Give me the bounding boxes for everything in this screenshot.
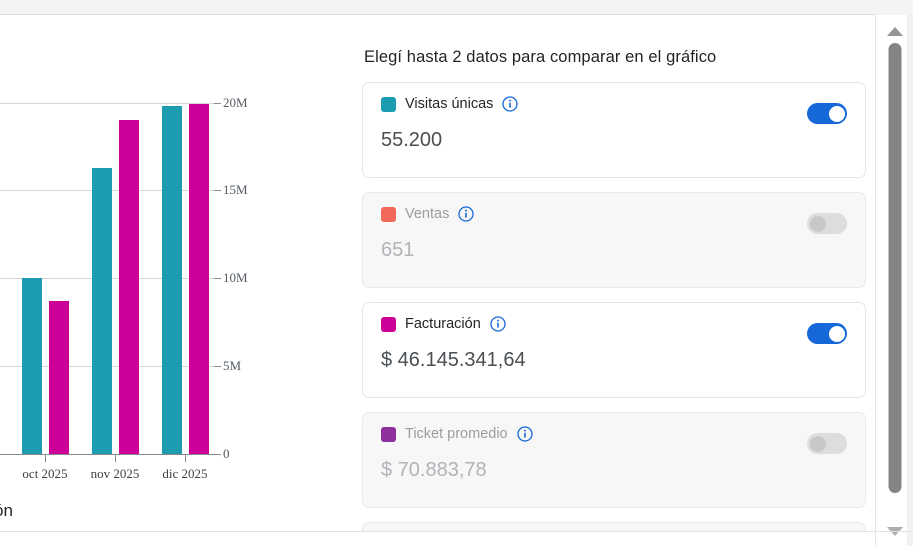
metric-value: 651 xyxy=(381,239,415,261)
bar-visitas-únicas[interactable] xyxy=(91,167,112,454)
y-axis-tick-label: 15M xyxy=(223,182,248,198)
series-color-swatch xyxy=(381,206,396,222)
y-axis-tick-label: 20M xyxy=(223,94,248,110)
scrollbar-thumb[interactable] xyxy=(888,43,901,493)
x-axis-tick xyxy=(45,455,46,462)
bar-facturación[interactable] xyxy=(188,104,209,454)
x-axis-label: dic 2025 xyxy=(162,466,208,481)
gridline xyxy=(0,102,215,104)
page-top-strip-right xyxy=(875,0,913,15)
x-axis-label: nov 2025 xyxy=(90,466,140,481)
x-axis-line xyxy=(0,454,220,455)
toggle-knob xyxy=(828,105,845,122)
panel-title: Elegí hasta 2 datos para comparar en el … xyxy=(364,48,717,66)
metric-label: Ticket promedio xyxy=(405,426,508,442)
bar-visitas-únicas[interactable] xyxy=(21,278,42,454)
metric-label: Facturación xyxy=(405,316,481,332)
metric-card-1[interactable]: Visitas únicas 55.200 xyxy=(362,82,866,178)
toggle-knob xyxy=(828,325,845,342)
y-axis-tick xyxy=(214,190,221,192)
metric-card-4[interactable]: Ticket promedio $ 70.883,78 xyxy=(362,412,866,508)
metric-card-5[interactable]: Conversión del sitio xyxy=(362,522,866,531)
info-icon[interactable] xyxy=(502,96,519,112)
y-axis-tick xyxy=(214,102,221,104)
metric-card-3[interactable]: Facturación $ 46.145.341,64 xyxy=(362,302,866,398)
metric-label: Ventas xyxy=(405,206,450,222)
metric-label: Visitas únicas xyxy=(405,96,494,112)
series-color-swatch xyxy=(381,96,396,112)
metric-card-2[interactable]: Ventas 651 xyxy=(362,192,866,288)
toggle-knob xyxy=(809,435,826,452)
scrollbar-track[interactable] xyxy=(907,15,913,546)
info-icon[interactable] xyxy=(516,426,533,442)
info-icon[interactable] xyxy=(458,206,474,222)
metric-value: 55.200 xyxy=(381,129,443,151)
metric-toggle[interactable] xyxy=(807,213,847,234)
metric-value: $ 70.883,78 xyxy=(381,459,487,481)
metric-card-header: Visitas únicas xyxy=(381,96,519,112)
metric-toggle[interactable] xyxy=(807,323,847,344)
metric-card-header: Ventas xyxy=(381,206,474,222)
x-axis-tick xyxy=(115,455,116,462)
metric-card-header: Facturación xyxy=(381,316,506,332)
toggle-knob xyxy=(809,215,826,232)
series-color-swatch xyxy=(381,426,396,442)
bar-visitas-únicas[interactable] xyxy=(161,106,182,454)
info-icon[interactable] xyxy=(490,316,506,332)
metric-toggle[interactable] xyxy=(807,433,847,454)
bar-facturación[interactable] xyxy=(118,120,139,454)
y-axis-tick-label: 5M xyxy=(223,358,242,374)
x-axis-tick xyxy=(185,455,186,462)
series-color-swatch xyxy=(381,316,396,332)
vertical-scrollbar[interactable] xyxy=(875,15,913,546)
page-top-strip xyxy=(0,0,913,15)
x-axis-label: oct 2025 xyxy=(22,466,68,481)
y-axis-tick xyxy=(214,366,221,368)
y-axis-tick-label: 10M xyxy=(223,270,248,286)
triangle-up-icon[interactable] xyxy=(886,27,903,36)
metric-value: $ 46.145.341,64 xyxy=(381,349,526,371)
y-axis-tick-label: 0 xyxy=(223,446,230,461)
y-axis-tick xyxy=(214,278,221,280)
chart-caption-clipped: ón xyxy=(0,501,13,520)
metric-card-header: Ticket promedio xyxy=(381,426,533,442)
metric-toggle[interactable] xyxy=(807,103,847,124)
bottom-divider xyxy=(0,531,913,532)
metric-selector-panel: Elegí hasta 2 datos para comparar en el … xyxy=(344,15,875,531)
bar-facturación[interactable] xyxy=(48,301,69,454)
